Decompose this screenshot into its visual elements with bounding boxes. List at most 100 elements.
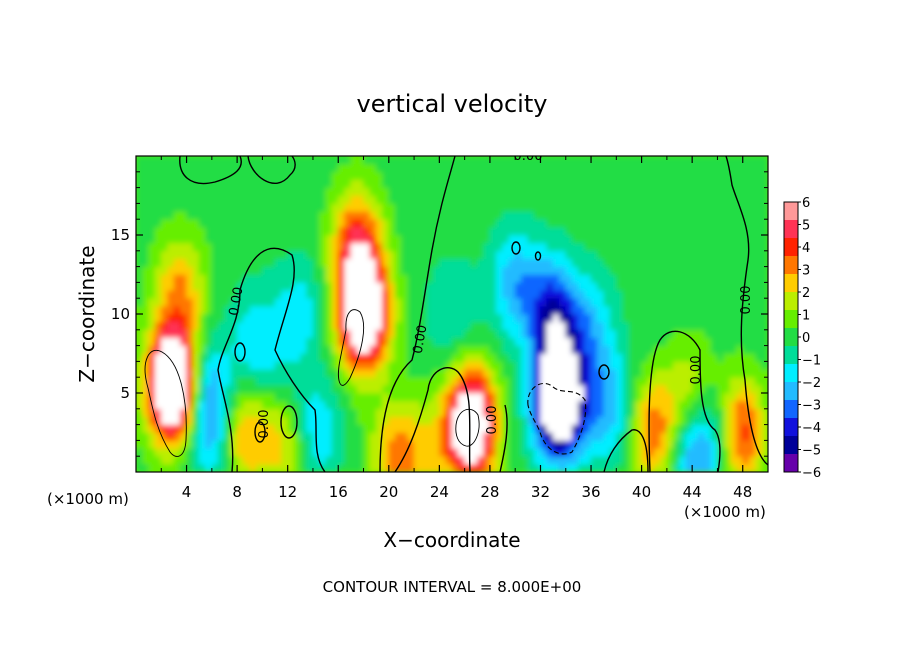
heatmap-cell [230, 274, 238, 283]
heatmap-cell [704, 297, 712, 307]
heatmap-cell [179, 384, 187, 394]
heatmap-cell [622, 305, 630, 315]
heatmap-cell [723, 195, 731, 204]
heatmap-cell [148, 424, 156, 433]
heatmap-cell [508, 392, 516, 402]
heatmap-cell [495, 384, 503, 394]
heatmap-cell [489, 384, 497, 394]
heatmap-cell [356, 179, 364, 188]
colorbar-swatch [784, 310, 798, 329]
heatmap-cell [312, 156, 320, 165]
heatmap-cell [136, 369, 143, 378]
heatmap-cell [540, 258, 548, 267]
heatmap-cell [407, 305, 415, 315]
heatmap-cell [382, 156, 390, 165]
heatmap-cell [578, 400, 586, 410]
heatmap-cell [660, 416, 668, 425]
heatmap-cell [691, 400, 699, 410]
heatmap-cell [179, 305, 187, 315]
heatmap-cell [628, 329, 636, 338]
heatmap-cell [647, 242, 655, 252]
heatmap-cell [476, 463, 484, 472]
heatmap-cell [451, 329, 459, 338]
heatmap-cell [565, 226, 573, 236]
heatmap-cell [603, 305, 611, 315]
heatmap-cell [148, 432, 156, 441]
heatmap-cell [300, 416, 307, 425]
heatmap-cell [331, 329, 339, 338]
heatmap-cell [179, 179, 187, 188]
heatmap-cell [540, 353, 548, 362]
heatmap-cell [394, 337, 402, 346]
heatmap-cell [401, 234, 409, 244]
heatmap-cell [382, 234, 390, 244]
heatmap-cell [198, 416, 206, 425]
heatmap-cell [514, 353, 522, 362]
heatmap-cell [160, 424, 168, 433]
heatmap-cell [243, 258, 251, 267]
heatmap-cell [546, 463, 554, 472]
heatmap-cell [641, 448, 649, 457]
heatmap-cell [508, 369, 516, 378]
heatmap-cell [489, 195, 497, 204]
heatmap-cell [527, 163, 535, 173]
heatmap-cell [540, 179, 548, 188]
heatmap-cell [249, 266, 257, 275]
heatmap-cell [160, 211, 168, 220]
heatmap-cell [306, 463, 314, 472]
heatmap-cell [691, 266, 699, 275]
heatmap-cell [729, 179, 737, 188]
heatmap-cell [382, 211, 390, 220]
heatmap-cell [211, 297, 219, 307]
heatmap-cell [628, 163, 636, 173]
heatmap-cell [489, 432, 497, 441]
heatmap-cell [407, 424, 415, 433]
heatmap-cell [217, 361, 225, 370]
heatmap-cell [609, 455, 617, 465]
heatmap-cell [679, 274, 687, 283]
heatmap-cell [653, 290, 661, 299]
heatmap-cell [578, 234, 586, 244]
heatmap-cell [476, 455, 484, 465]
heatmap-cell [325, 448, 333, 457]
heatmap-cell [584, 384, 592, 394]
heatmap-cell [420, 455, 428, 465]
heatmap-cell [249, 211, 257, 220]
heatmap-cell [356, 258, 364, 267]
heatmap-cell [609, 282, 617, 291]
heatmap-cell [729, 297, 737, 307]
heatmap-cell [198, 361, 206, 370]
heatmap-cell [325, 305, 333, 315]
heatmap-cell [704, 234, 712, 244]
heatmap-cell [666, 156, 674, 165]
heatmap-cell [748, 297, 756, 307]
heatmap-cell [723, 392, 731, 402]
heatmap-cell [590, 329, 598, 338]
heatmap-cell [502, 179, 510, 188]
heatmap-cell [407, 313, 415, 323]
heatmap-cell [224, 345, 232, 354]
heatmap-cell [306, 337, 314, 346]
heatmap-cell [312, 242, 320, 252]
heatmap-cell [742, 282, 750, 291]
heatmap-cell [255, 376, 263, 386]
heatmap-cell [476, 305, 484, 315]
heatmap-cell [729, 455, 737, 465]
heatmap-cell [748, 305, 756, 315]
heatmap-cell [198, 297, 206, 307]
heatmap-cell [300, 274, 307, 283]
heatmap-cell [306, 440, 314, 449]
heatmap-cell [154, 448, 162, 457]
heatmap-cell [211, 250, 219, 259]
heatmap-cell [420, 353, 428, 362]
heatmap-cell [571, 297, 579, 307]
heatmap-cell [394, 187, 402, 196]
heatmap-cell [356, 305, 364, 315]
heatmap-cell [679, 250, 687, 259]
heatmap-cell [660, 424, 668, 433]
heatmap-cell [672, 282, 680, 291]
heatmap-cell [293, 305, 301, 315]
heatmap-cell [641, 321, 649, 331]
heatmap-cell [552, 171, 560, 180]
heatmap-cell [312, 400, 320, 410]
